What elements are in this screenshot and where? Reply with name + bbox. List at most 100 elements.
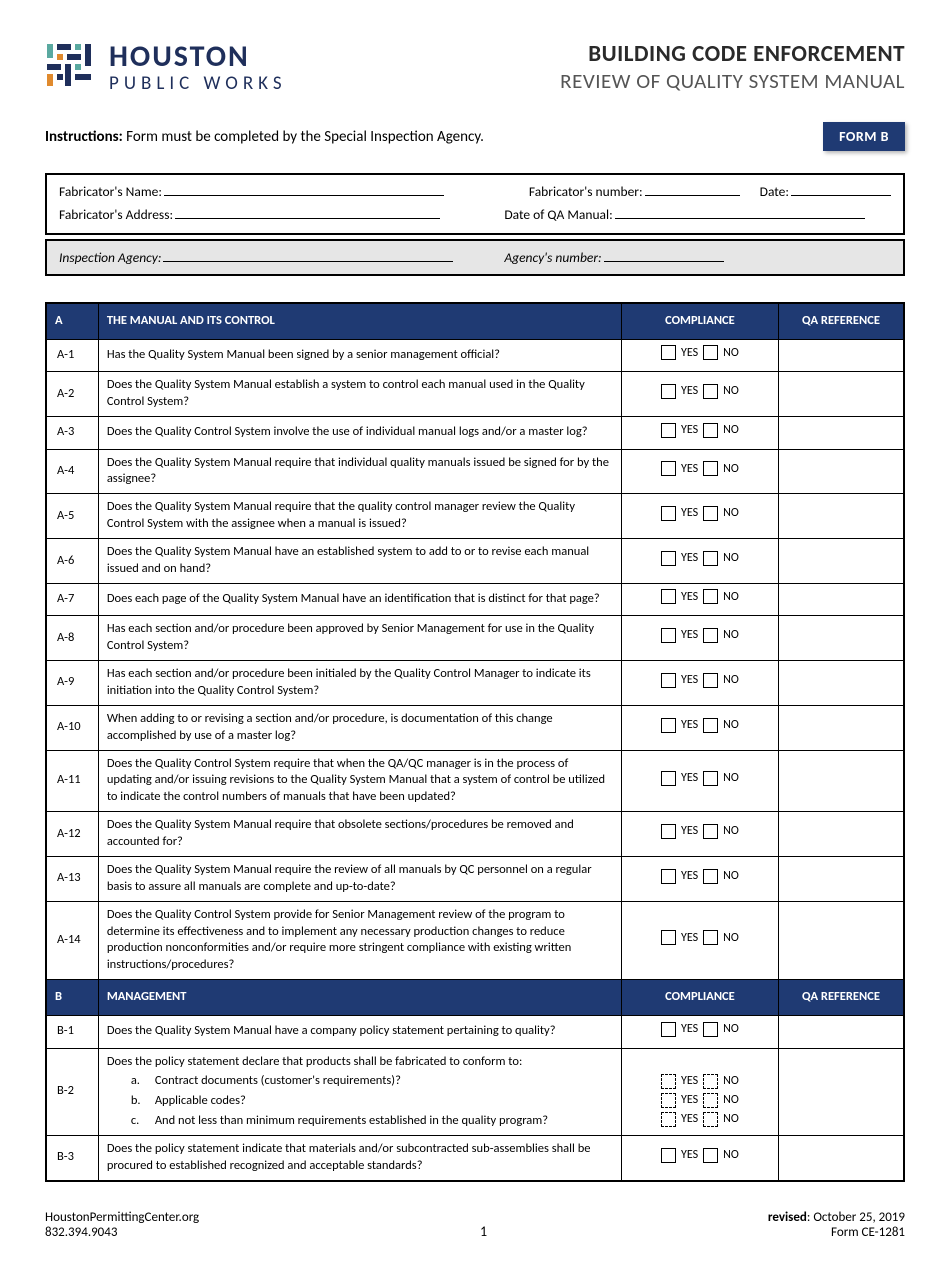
yes-label: YES: [681, 589, 698, 605]
yes-label: YES: [681, 1147, 698, 1163]
fab-name-input[interactable]: [164, 195, 444, 196]
compliance-cell: YES NO: [621, 449, 778, 494]
date-input[interactable]: [791, 195, 891, 196]
no-label: NO: [723, 930, 739, 946]
no-label: NO: [723, 823, 739, 839]
yes-checkbox[interactable]: [661, 1074, 676, 1089]
table-row: A-13 Does the Quality System Manual requ…: [46, 856, 904, 901]
footer-phone: 832.394.9043: [45, 1225, 199, 1240]
no-checkbox[interactable]: [703, 1093, 718, 1108]
no-checkbox[interactable]: [703, 461, 718, 476]
yes-checkbox[interactable]: [661, 1022, 676, 1037]
qaref-cell[interactable]: [778, 812, 904, 857]
qaref-cell[interactable]: [778, 494, 904, 539]
qaref-cell[interactable]: [778, 856, 904, 901]
sub-item: a.Contract documents (customer's require…: [131, 1073, 613, 1090]
yes-checkbox[interactable]: [661, 551, 676, 566]
no-checkbox[interactable]: [703, 1022, 718, 1037]
no-checkbox[interactable]: [703, 589, 718, 604]
section-code: B: [46, 980, 98, 1016]
yes-checkbox[interactable]: [661, 461, 676, 476]
yes-checkbox[interactable]: [661, 771, 676, 786]
no-checkbox[interactable]: [703, 718, 718, 733]
agency-input[interactable]: [163, 261, 453, 262]
yes-checkbox[interactable]: [661, 930, 676, 945]
table-row: A-1 Has the Quality System Manual been s…: [46, 339, 904, 371]
qaref-cell[interactable]: [778, 583, 904, 615]
qaref-cell[interactable]: [778, 372, 904, 417]
no-checkbox[interactable]: [703, 423, 718, 438]
yes-no-group: YES NO: [661, 1092, 739, 1108]
no-checkbox[interactable]: [703, 824, 718, 839]
yes-label: YES: [681, 383, 698, 399]
yes-no-group: YES NO: [661, 1147, 739, 1163]
qaref-cell[interactable]: [778, 539, 904, 584]
no-label: NO: [723, 589, 739, 605]
no-label: NO: [723, 383, 739, 399]
no-checkbox[interactable]: [703, 551, 718, 566]
no-checkbox[interactable]: [703, 930, 718, 945]
qaref-cell[interactable]: [778, 1136, 904, 1181]
qa-date-input[interactable]: [615, 218, 865, 219]
yes-checkbox[interactable]: [661, 628, 676, 643]
no-checkbox[interactable]: [703, 1148, 718, 1163]
sub-text: Applicable codes?: [155, 1093, 246, 1110]
no-checkbox[interactable]: [703, 345, 718, 360]
qaref-cell[interactable]: [778, 1048, 904, 1136]
no-checkbox[interactable]: [703, 771, 718, 786]
agency-label: Inspection Agency:: [59, 249, 161, 266]
no-checkbox[interactable]: [703, 506, 718, 521]
yes-checkbox[interactable]: [661, 1093, 676, 1108]
no-checkbox[interactable]: [703, 628, 718, 643]
logo-line2: PUBLIC WORKS: [109, 74, 287, 93]
yes-checkbox[interactable]: [661, 673, 676, 688]
yes-checkbox[interactable]: [661, 1148, 676, 1163]
yes-checkbox[interactable]: [661, 869, 676, 884]
compliance-cell: YES NO: [621, 750, 778, 812]
logo-mark: [45, 40, 99, 94]
row-code: A-1: [46, 339, 98, 371]
qaref-cell[interactable]: [778, 901, 904, 980]
yes-checkbox[interactable]: [661, 1112, 676, 1127]
logo-line1: HOUSTON: [109, 42, 287, 72]
qaref-cell[interactable]: [778, 661, 904, 706]
yes-checkbox[interactable]: [661, 423, 676, 438]
no-checkbox[interactable]: [703, 1112, 718, 1127]
agency-number-input[interactable]: [604, 261, 724, 262]
no-label: NO: [723, 422, 739, 438]
qaref-cell[interactable]: [778, 616, 904, 661]
qaref-cell[interactable]: [778, 705, 904, 750]
row-code: A-7: [46, 583, 98, 615]
qaref-cell[interactable]: [778, 750, 904, 812]
yes-no-group: YES NO: [661, 383, 739, 399]
fab-number-input[interactable]: [645, 195, 740, 196]
form-badge: FORM B: [823, 122, 905, 151]
no-checkbox[interactable]: [703, 869, 718, 884]
section-header: A THE MANUAL AND ITS CONTROL COMPLIANCE …: [46, 303, 904, 339]
yes-checkbox[interactable]: [661, 384, 676, 399]
row-code: B-2: [46, 1048, 98, 1136]
table-row: A-9 Has each section and/or procedure be…: [46, 661, 904, 706]
yes-label: YES: [681, 422, 698, 438]
no-checkbox[interactable]: [703, 673, 718, 688]
no-checkbox[interactable]: [703, 384, 718, 399]
sub-letter: c.: [131, 1113, 145, 1130]
qaref-cell[interactable]: [778, 339, 904, 371]
question-cell: Does the Quality System Manual require t…: [98, 812, 621, 857]
compliance-header: COMPLIANCE: [621, 980, 778, 1016]
question-cell: Does the Quality System Manual have a co…: [98, 1016, 621, 1048]
fab-address-input[interactable]: [175, 218, 440, 219]
question-cell: Does the policy statement declare that p…: [98, 1048, 621, 1136]
fab-address-label: Fabricator's Address:: [59, 206, 173, 223]
qaref-cell[interactable]: [778, 449, 904, 494]
yes-checkbox[interactable]: [661, 718, 676, 733]
no-checkbox[interactable]: [703, 1074, 718, 1089]
qaref-cell[interactable]: [778, 1016, 904, 1048]
compliance-cell: YES NO: [621, 616, 778, 661]
yes-checkbox[interactable]: [661, 824, 676, 839]
qaref-cell[interactable]: [778, 417, 904, 449]
yes-checkbox[interactable]: [661, 345, 676, 360]
yes-checkbox[interactable]: [661, 506, 676, 521]
yes-checkbox[interactable]: [661, 589, 676, 604]
no-label: NO: [723, 672, 739, 688]
